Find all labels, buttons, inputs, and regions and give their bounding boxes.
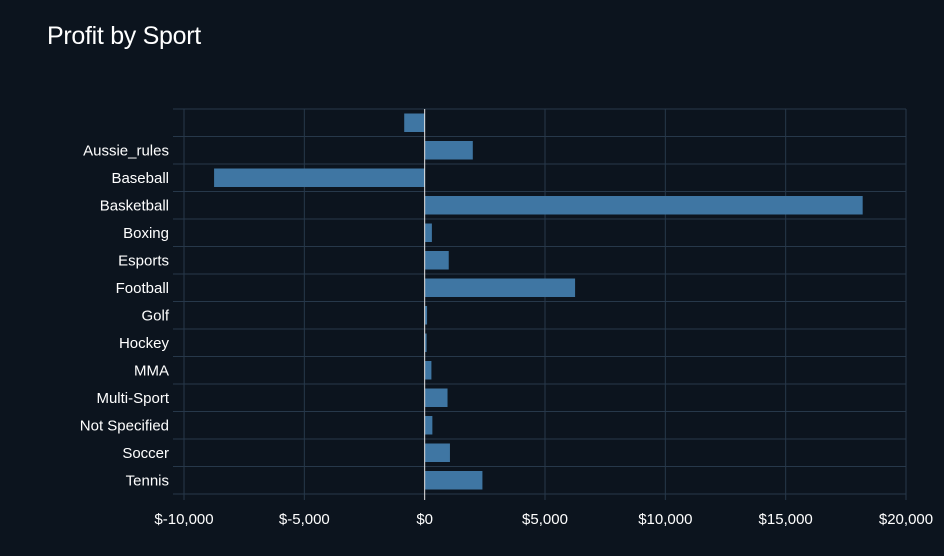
y-tick-label: Boxing: [123, 225, 169, 242]
y-tick-label: Football: [116, 280, 169, 297]
bar-football: [424, 278, 576, 297]
y-axis-labels: Aussie_rules Baseball Basketball Boxing Espo…: [80, 142, 170, 489]
x-tick-label: $15,000: [759, 511, 813, 528]
y-tick-label: Not Specified: [80, 417, 169, 434]
bar-hockey: [424, 333, 427, 352]
grid-lines: [173, 108, 907, 500]
bar-not-specified: [424, 416, 433, 435]
y-tick-label: Esports: [118, 252, 169, 269]
bar-mma: [424, 361, 432, 380]
bar-esports: [424, 251, 449, 270]
y-tick-label: Aussie_rules: [83, 142, 169, 159]
bar-series: [214, 113, 863, 490]
bar-soccer: [424, 443, 450, 462]
y-tick-label: MMA: [134, 362, 169, 379]
y-tick-label: Basketball: [100, 197, 169, 214]
bar-unlabeled: [404, 113, 425, 132]
x-tick-label: $-5,000: [279, 511, 330, 528]
y-tick-label: Golf: [141, 307, 169, 324]
bar-golf: [424, 306, 428, 325]
x-axis-labels: $-10,000 $-5,000 $0 $5,000 $10,000 $15,000 $20…: [154, 511, 933, 528]
bar-aussie-rules: [424, 141, 473, 160]
x-tick-label: $5,000: [522, 511, 568, 528]
y-tick-label: Tennis: [126, 472, 169, 489]
y-tick-label: Baseball: [111, 170, 169, 187]
x-tick-label: $10,000: [638, 511, 692, 528]
x-tick-label: $-10,000: [154, 511, 213, 528]
y-tick-label: Hockey: [119, 335, 170, 352]
chart-title: Profit by Sport: [47, 22, 201, 50]
bar-basketball: [424, 196, 863, 215]
bar-tennis: [424, 471, 483, 490]
y-tick-label: Soccer: [122, 445, 169, 462]
bar-boxing: [424, 223, 432, 242]
x-tick-label: $20,000: [879, 511, 933, 528]
bar-multi-sport: [424, 388, 448, 407]
bar-baseball: [214, 168, 425, 187]
x-tick-label: $0: [416, 511, 433, 528]
y-tick-label: Multi-Sport: [96, 390, 169, 407]
